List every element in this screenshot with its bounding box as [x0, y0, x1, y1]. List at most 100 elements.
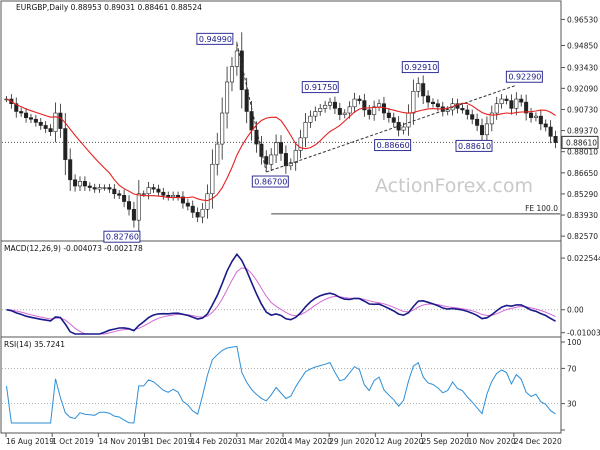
candle-body — [28, 117, 33, 120]
candle-body — [489, 112, 494, 125]
annotation-label: 0.91750 — [304, 83, 337, 92]
annotation-box — [401, 61, 439, 74]
price-title: EURGBP,Daily 0.88953 0.89031 0.88461 0.8… — [16, 3, 202, 12]
candle-body — [411, 90, 416, 114]
candle-body — [484, 123, 489, 136]
annotation-label: 0.92290 — [508, 73, 541, 82]
candle-body — [14, 103, 19, 112]
candle-body — [406, 112, 411, 128]
price-tick-label: 0.90730 — [567, 105, 598, 114]
price-tick-label: 0.93430 — [567, 64, 598, 73]
x-tick-label: 29 Jun 2020 — [329, 437, 374, 446]
candle-body — [176, 195, 181, 198]
candle-body — [401, 126, 406, 131]
candle-body — [367, 109, 372, 115]
candle-body — [38, 122, 43, 126]
rsi-header: RSI(14) 35.7241 — [4, 340, 65, 349]
candle-body — [499, 98, 504, 105]
candle-body — [92, 187, 97, 190]
macd-tick-label: 0.00 — [567, 306, 584, 315]
x-tick-label: 31 Mar 2020 — [237, 437, 285, 446]
candle-body — [470, 114, 475, 120]
candle-body — [117, 193, 122, 196]
candle-body — [426, 95, 431, 103]
candle-body — [225, 81, 230, 114]
candle-body — [533, 115, 538, 118]
macd-panel-frame — [0, 240, 562, 338]
candle-body — [200, 208, 205, 218]
candle-body — [372, 106, 377, 115]
trendline-rise — [266, 84, 517, 173]
annotation-box — [374, 139, 412, 152]
x-tick-label: 24 Dec 2020 — [514, 437, 562, 446]
annotation-label: 0.88660 — [377, 141, 410, 150]
candle-body — [43, 125, 48, 129]
candle-body — [244, 89, 249, 112]
candle-body — [475, 118, 480, 126]
annotation-box — [505, 70, 543, 83]
candle-body — [33, 118, 38, 123]
annotation-box — [455, 139, 493, 152]
candle-body — [141, 193, 146, 195]
price-tick-label: 0.85290 — [567, 190, 598, 199]
x-tick-label: 31 Dec 2019 — [145, 437, 193, 446]
candle-body — [288, 162, 293, 167]
x-tick-label: 25 Sep 2020 — [422, 437, 470, 446]
candle-body — [185, 202, 190, 207]
candle-body — [229, 66, 234, 83]
candle-body — [151, 187, 156, 190]
candle-body — [421, 83, 426, 97]
annotation-box — [103, 230, 141, 243]
candle-body — [347, 106, 352, 114]
candle-body — [166, 195, 171, 198]
candle-body — [377, 103, 382, 108]
rsi-tick-label: 100 — [567, 338, 582, 347]
candle-body — [87, 185, 92, 188]
candle-body — [180, 196, 185, 204]
candle-body — [156, 188, 161, 193]
candle-body — [318, 108, 323, 112]
candle-body — [303, 122, 308, 139]
candle-body — [77, 181, 83, 187]
candle-body — [274, 142, 279, 156]
price-tick-label: 0.89370 — [567, 127, 598, 136]
price-tick-label: 0.92090 — [567, 84, 598, 93]
rsi-line — [6, 345, 556, 424]
x-tick-label: 14 Nov 2019 — [98, 437, 146, 446]
candle-body — [494, 103, 499, 114]
candle-body — [362, 100, 367, 111]
trendline-drop — [236, 43, 267, 173]
candle-body — [278, 142, 284, 154]
candle-body — [386, 112, 391, 118]
candle-body — [195, 212, 200, 218]
candle-body — [308, 115, 313, 123]
x-tick-label: 1 Oct 2019 — [52, 437, 94, 446]
annotation-label: 0.88610 — [458, 142, 491, 151]
candle-body — [24, 112, 29, 118]
candle-body — [48, 128, 53, 132]
candle-body — [529, 112, 534, 118]
x-tick-label: 10 Nov 2020 — [468, 437, 516, 446]
candle-body — [313, 111, 318, 117]
candle-body — [548, 126, 553, 137]
candle-body — [122, 195, 127, 202]
candle-body — [435, 103, 440, 108]
candle-body — [416, 83, 421, 92]
candle-body — [131, 208, 136, 221]
rsi-tick-label: 30 — [567, 400, 577, 409]
x-tick-label: 16 Aug 2019 — [6, 437, 54, 446]
candle-body — [445, 109, 450, 112]
annotation-label: 0.94990 — [199, 35, 232, 44]
annotation-box — [196, 32, 234, 45]
rsi-tick-label: 70 — [567, 364, 577, 373]
price-tick-label: 0.83930 — [567, 211, 598, 220]
candle-body — [161, 191, 166, 196]
x-tick-label: 12 Aug 2020 — [375, 437, 423, 446]
candle-body — [19, 111, 24, 114]
candle-body — [146, 187, 151, 195]
price-tick-label: 0.88010 — [567, 148, 598, 157]
candle-body — [328, 101, 333, 106]
x-tick-label: 14 Feb 2020 — [191, 437, 238, 446]
candle-body — [514, 98, 519, 109]
